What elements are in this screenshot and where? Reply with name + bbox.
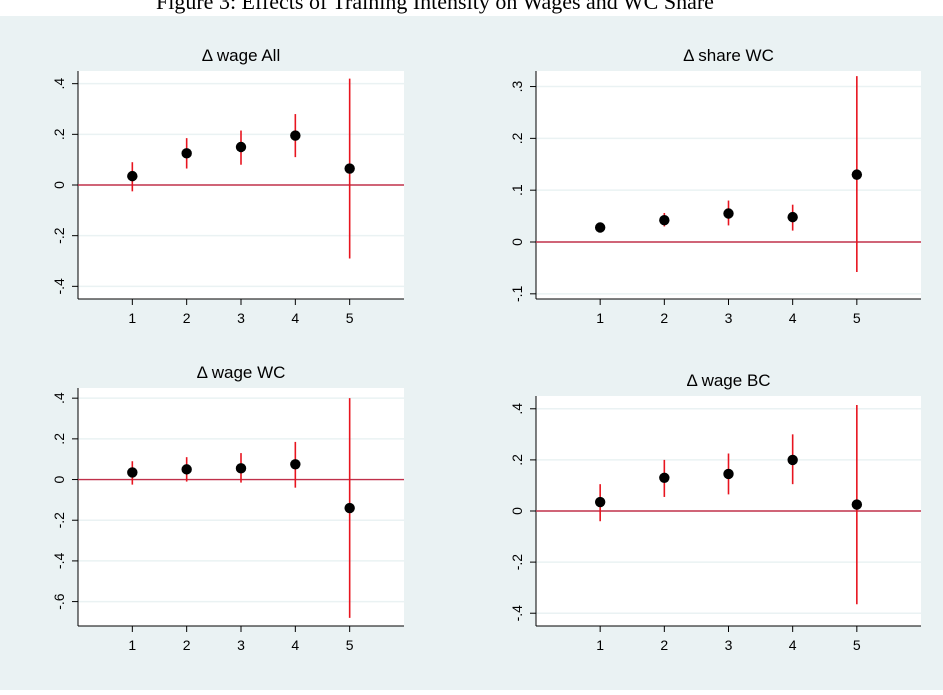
figure-caption-strip: Figure 3: Effects of Training Intensity … — [0, 0, 943, 16]
x-tick-label: 5 — [853, 637, 861, 653]
data-point — [127, 467, 138, 478]
chart-panel-1: -.4 -.2 0 .2 .4 1 2 3 4 5 Δ wage All — [51, 46, 404, 326]
x-tick-label: 5 — [346, 310, 354, 326]
x-tick-label: 2 — [183, 310, 191, 326]
y-tick-label: .4 — [51, 392, 67, 404]
x-tick-label: 3 — [725, 310, 733, 326]
data-point — [127, 170, 138, 182]
data-point — [290, 459, 301, 470]
x-tick-label: 1 — [596, 637, 604, 653]
data-point — [659, 472, 670, 483]
x-tick-label: 3 — [237, 310, 245, 326]
x-tick-label: 4 — [789, 310, 797, 326]
panel-title: Δ wage BC — [686, 371, 770, 390]
y-tick-label: -.2 — [51, 227, 67, 244]
chart-panel-3: -.6 -.4 -.2 0 .2 .4 1 2 3 4 5 Δ wage WC — [51, 363, 404, 653]
data-point — [594, 496, 606, 508]
y-tick-label: .4 — [51, 78, 67, 90]
x-tick-label: 2 — [660, 637, 668, 653]
data-point — [594, 222, 606, 233]
panel-title: Δ wage All — [202, 46, 280, 65]
chart-panel-4: -.4 -.2 0 .2 .4 1 2 3 4 5 Δ wage BC — [509, 371, 921, 653]
data-point — [235, 141, 247, 153]
plot-area — [78, 388, 404, 626]
y-tick-label: 0 — [509, 507, 525, 515]
panel-title: Δ share WC — [683, 46, 774, 65]
y-tick-label: 0 — [509, 238, 525, 246]
y-tick-label: -.4 — [51, 278, 67, 295]
y-tick-label: .2 — [51, 128, 67, 140]
x-tick-label: 5 — [346, 637, 354, 653]
data-point — [787, 454, 798, 466]
y-tick-label: -.1 — [509, 285, 525, 302]
y-tick-label: -.4 — [51, 553, 67, 570]
chart-figure: -.4 -.2 0 .2 .4 1 2 3 4 5 Δ wage All -.1 0 .1 .2 .3 1 2 3 4… — [0, 16, 943, 690]
data-point — [787, 211, 798, 223]
x-tick-label: 1 — [596, 310, 604, 326]
plot-area — [536, 71, 921, 299]
data-point — [851, 169, 863, 180]
data-point — [181, 148, 192, 159]
data-point — [344, 502, 355, 514]
y-tick-label: .2 — [51, 433, 67, 445]
y-tick-label: -.2 — [509, 554, 525, 571]
data-point — [235, 463, 247, 474]
y-tick-label: .3 — [509, 80, 525, 92]
x-tick-label: 2 — [183, 637, 191, 653]
y-tick-label: .1 — [509, 184, 525, 196]
y-tick-label: .2 — [509, 132, 525, 144]
y-tick-label: -.6 — [51, 593, 67, 610]
x-tick-label: 4 — [291, 637, 299, 653]
x-tick-label: 5 — [853, 310, 861, 326]
data-point — [659, 215, 670, 226]
x-tick-label: 2 — [660, 310, 668, 326]
data-point — [723, 468, 734, 480]
x-tick-label: 4 — [291, 310, 299, 326]
chart-grid-svg: -.4 -.2 0 .2 .4 1 2 3 4 5 Δ wage All -.1 0 .1 .2 .3 1 2 3 4… — [51, 46, 921, 653]
x-tick-label: 3 — [237, 637, 245, 653]
data-point — [181, 464, 192, 475]
data-point — [344, 163, 355, 174]
x-tick-label: 3 — [725, 637, 733, 653]
x-tick-label: 4 — [789, 637, 797, 653]
y-tick-label: .2 — [509, 454, 525, 466]
data-point — [851, 499, 863, 510]
x-tick-label: 1 — [128, 310, 136, 326]
figure-caption: Figure 3: Effects of Training Intensity … — [156, 0, 714, 14]
y-tick-label: -.2 — [51, 512, 67, 529]
panel-title: Δ wage WC — [197, 363, 286, 382]
data-point — [290, 130, 301, 141]
y-tick-label: -.4 — [509, 605, 525, 622]
x-tick-label: 1 — [128, 637, 136, 653]
y-tick-label: 0 — [51, 181, 67, 189]
y-tick-label: .4 — [509, 403, 525, 415]
data-point — [723, 208, 734, 219]
y-tick-label: 0 — [51, 475, 67, 483]
chart-panel-2: -.1 0 .1 .2 .3 1 2 3 4 5 Δ share WC — [509, 46, 921, 326]
